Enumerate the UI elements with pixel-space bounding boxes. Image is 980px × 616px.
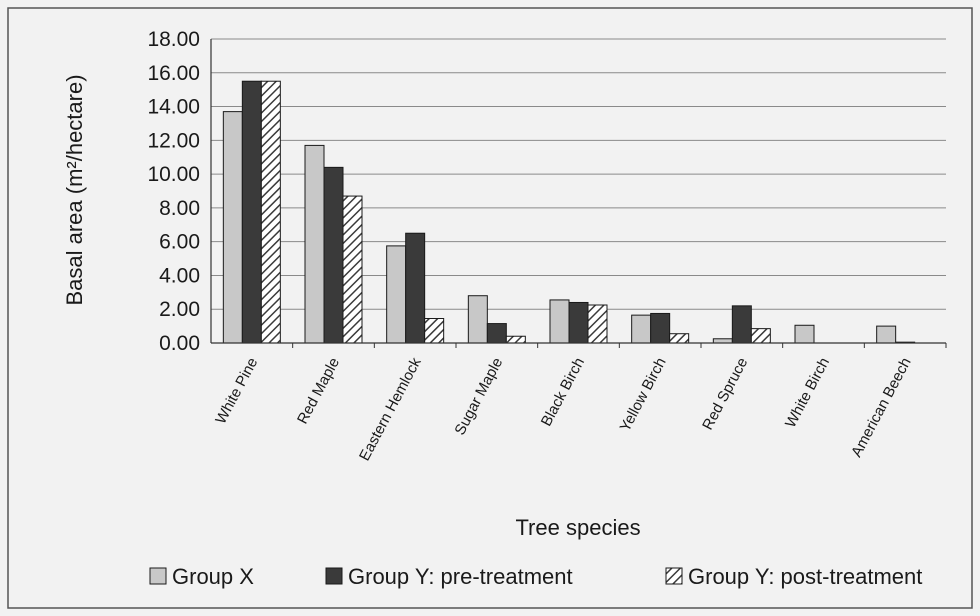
y-tick-label: 4.00 <box>159 264 200 287</box>
bar-white-birch-series-0 <box>794 324 815 344</box>
bar-white-pine-series-1 <box>241 80 262 344</box>
legend-swatch <box>665 567 683 585</box>
bar-red-spruce-series-2 <box>750 328 771 344</box>
legend-label: Group X <box>172 564 254 589</box>
y-tick-label: 6.00 <box>159 231 200 254</box>
y-tick-label: 14.00 <box>147 96 200 119</box>
y-tick-label: 18.00 <box>147 28 200 51</box>
legend-swatch <box>325 567 343 585</box>
y-tick-label: 0.00 <box>159 332 200 355</box>
y-tick-label: 16.00 <box>147 62 200 85</box>
legend-label: Group Y: pre-treatment <box>348 564 573 589</box>
y-tick-label: 2.00 <box>159 298 200 321</box>
legend-label: Group Y: post-treatment <box>688 564 922 589</box>
bar-sugar-maple-series-1 <box>486 323 507 344</box>
chart-frame <box>7 7 973 609</box>
y-tick-label: 8.00 <box>159 197 200 220</box>
bar-black-birch-series-1 <box>568 301 589 344</box>
bar-white-pine-series-2 <box>260 80 281 344</box>
y-axis-title: Basal area (m²/hectare) <box>62 74 87 305</box>
bar-black-birch-series-2 <box>587 304 608 344</box>
legend: Group X Group Y: pre-treatment Group Y: po… <box>149 564 922 589</box>
bar-black-birch-series-0 <box>549 299 570 344</box>
bar-red-spruce-series-0 <box>712 338 733 344</box>
bar-red-maple-series-0 <box>304 144 325 344</box>
bar-red-maple-series-2 <box>342 195 363 344</box>
bar-eastern-hemlock-series-2 <box>424 318 445 344</box>
bar-sugar-maple-series-2 <box>505 335 526 344</box>
y-tick-label: 12.00 <box>147 129 200 152</box>
bar-yellow-birch-series-0 <box>631 314 652 344</box>
bar-yellow-birch-series-2 <box>669 333 690 344</box>
bar-white-pine-series-0 <box>222 111 243 344</box>
bar-eastern-hemlock-series-0 <box>386 245 407 344</box>
x-axis-title: Tree species <box>515 515 640 540</box>
bar-sugar-maple-series-0 <box>467 295 488 344</box>
bar-red-spruce-series-1 <box>731 305 752 344</box>
y-tick-label: 10.00 <box>147 163 200 186</box>
bar-american-beech-series-0 <box>876 325 897 344</box>
bar-eastern-hemlock-series-1 <box>405 232 426 344</box>
bar-yellow-birch-series-1 <box>650 312 671 344</box>
bar-red-maple-series-1 <box>323 166 344 344</box>
legend-swatch <box>149 567 167 585</box>
